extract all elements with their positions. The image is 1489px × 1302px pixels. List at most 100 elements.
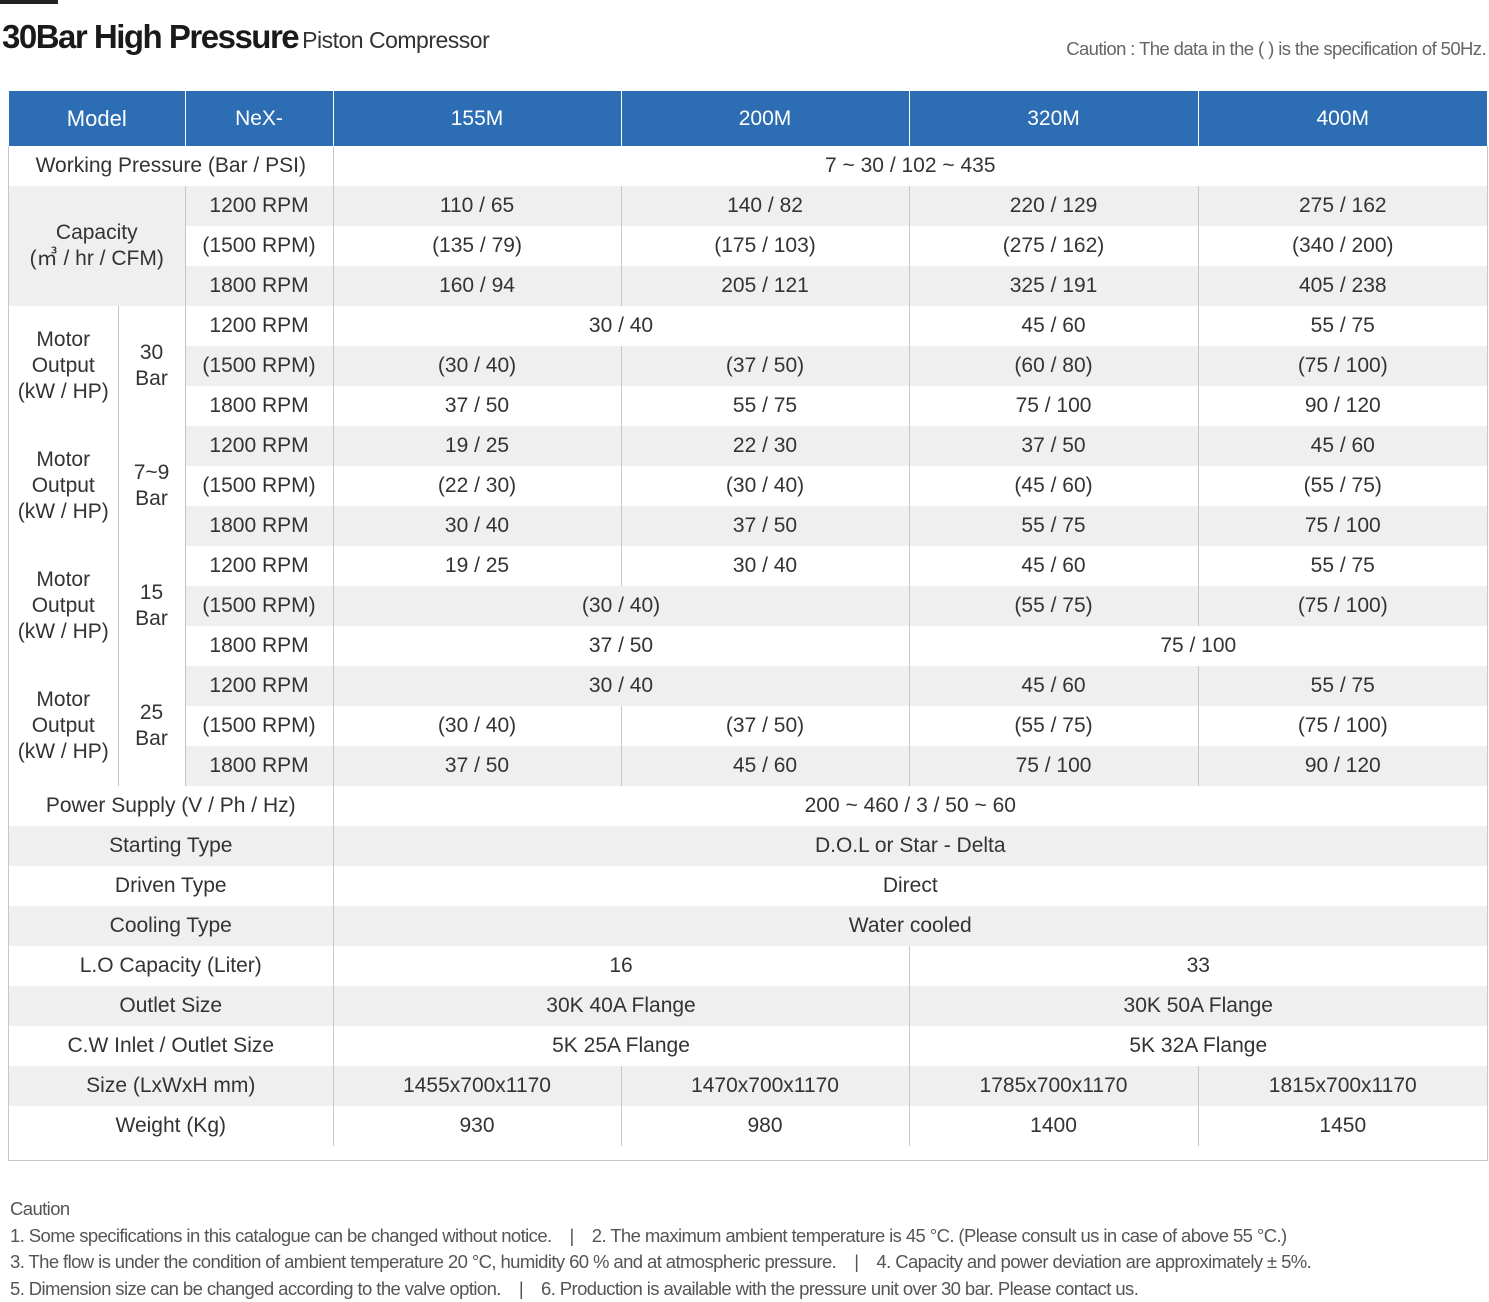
bar-label-value: 25 [140, 701, 163, 724]
table-cell: 45 / 60 [1198, 426, 1487, 466]
table-cell-merged: 75 / 100 [909, 626, 1487, 666]
table-row-motor25-1500: (1500 RPM) (30 / 40) (37 / 50) (55 / 75)… [9, 706, 1487, 746]
table-cell: 45 / 60 [909, 306, 1198, 346]
table-cell: 37 / 50 [909, 426, 1198, 466]
cell-starting-type: D.O.L or Star - Delta [333, 826, 1487, 866]
table-cell: 1785x700x1170 [909, 1066, 1198, 1106]
motor-label-line3: (kW / HP) [18, 740, 109, 763]
table-cell: (60 / 80) [909, 346, 1198, 386]
table-row-motor79-1500: (1500 RPM) (22 / 30) (30 / 40) (45 / 60)… [9, 466, 1487, 506]
note-6: 6. Production is available with the pres… [541, 1278, 1138, 1299]
caution-50hz-note: Caution : The data in the ( ) is the spe… [1066, 38, 1486, 60]
table-cell: 90 / 120 [1198, 746, 1487, 786]
bar-label-value: 7~9 [134, 461, 170, 484]
bar-label-30: 30 Bar [118, 306, 185, 426]
table-cell: (55 / 75) [1198, 466, 1487, 506]
cell-outlet-size-right: 30K 50A Flange [909, 986, 1487, 1026]
table-row-motor15-1800: 1800 RPM 37 / 50 75 / 100 [9, 626, 1487, 666]
table-cell: 75 / 100 [909, 386, 1198, 426]
note-1: 1. Some specifications in this catalogue… [10, 1225, 552, 1246]
table-row-motor15-1200: Motor Output (kW / HP) 15 Bar 1200 RPM 1… [9, 546, 1487, 586]
rpm-label: 1200 RPM [185, 666, 333, 706]
table-row-motor79-1800: 1800 RPM 30 / 40 37 / 50 55 / 75 75 / 10… [9, 506, 1487, 546]
motor-label-line3: (kW / HP) [18, 620, 109, 643]
bar-label-value: 30 [140, 341, 163, 364]
table-cell: 37 / 50 [333, 746, 621, 786]
table-cell: 1455x700x1170 [333, 1066, 621, 1106]
table-cell: 405 / 238 [1198, 266, 1487, 306]
table-cell: 220 / 129 [909, 186, 1198, 226]
capacity-label-line1: Capacity [56, 221, 138, 244]
rpm-label: 1200 RPM [185, 546, 333, 586]
header-model: Model [9, 91, 185, 146]
table-row-outlet-size: Outlet Size 30K 40A Flange 30K 50A Flang… [9, 986, 1487, 1026]
header-model-200m: 200M [621, 91, 909, 146]
rpm-label: 1200 RPM [185, 186, 333, 226]
rpm-label: 1800 RPM [185, 506, 333, 546]
table-row-driven-type: Driven Type Direct [9, 866, 1487, 906]
table-row-cooling-type: Cooling Type Water cooled [9, 906, 1487, 946]
cell-cw-size-left: 5K 25A Flange [333, 1026, 909, 1066]
table-cell: 980 [621, 1106, 909, 1146]
table-cell: 55 / 75 [1198, 306, 1487, 346]
page-title-main: 30Bar High Pressure [2, 18, 298, 55]
row-label-power-supply: Power Supply (V / Ph / Hz) [9, 786, 333, 826]
rpm-label: (1500 RPM) [185, 346, 333, 386]
table-cell: (340 / 200) [1198, 226, 1487, 266]
table-row-working-pressure: Working Pressure (Bar / PSI) 7 ~ 30 / 10… [9, 146, 1487, 186]
note-separator: | [519, 1278, 523, 1299]
bar-label-unit: Bar [135, 487, 168, 510]
table-cell: 1400 [909, 1106, 1198, 1146]
rpm-label: (1500 RPM) [185, 226, 333, 266]
table-row-motor30-1200: Motor Output (kW / HP) 30 Bar 1200 RPM 3… [9, 306, 1487, 346]
table-cell: 19 / 25 [333, 426, 621, 466]
table-row-motor25-1800: 1800 RPM 37 / 50 45 / 60 75 / 100 90 / 1… [9, 746, 1487, 786]
table-cell: 160 / 94 [333, 266, 621, 306]
bar-label-25: 25 Bar [118, 666, 185, 786]
row-label-motor-output: Motor Output (kW / HP) [9, 426, 118, 546]
motor-label-line2: Output [32, 474, 95, 497]
motor-label-line2: Output [32, 594, 95, 617]
motor-label-line1: Motor [36, 448, 90, 471]
motor-label-line1: Motor [36, 568, 90, 591]
table-row-power-supply: Power Supply (V / Ph / Hz) 200 ~ 460 / 3… [9, 786, 1487, 826]
cell-outlet-size-left: 30K 40A Flange [333, 986, 909, 1026]
rpm-label: 1800 RPM [185, 386, 333, 426]
table-cell: (135 / 79) [333, 226, 621, 266]
row-label-motor-output: Motor Output (kW / HP) [9, 306, 118, 426]
table-cell: (30 / 40) [621, 466, 909, 506]
note-separator: | [854, 1251, 858, 1272]
header-model-155m: 155M [333, 91, 621, 146]
rpm-label: 1800 RPM [185, 746, 333, 786]
table-cell: 55 / 75 [1198, 546, 1487, 586]
cell-cw-size-right: 5K 32A Flange [909, 1026, 1487, 1066]
bar-label-7-9: 7~9 Bar [118, 426, 185, 546]
motor-label-line1: Motor [36, 688, 90, 711]
motor-label-line2: Output [32, 354, 95, 377]
motor-label-line1: Motor [36, 328, 90, 351]
table-row-motor15-1500: (1500 RPM) (30 / 40) (55 / 75) (75 / 100… [9, 586, 1487, 626]
table-cell: 75 / 100 [909, 746, 1198, 786]
table-cell: 37 / 50 [621, 506, 909, 546]
page-title-sub: Piston Compressor [302, 27, 489, 53]
rpm-label: 1800 RPM [185, 266, 333, 306]
row-label-weight: Weight (Kg) [9, 1106, 333, 1146]
notes-line-3: 5. Dimension size can be changed accordi… [10, 1276, 1311, 1302]
table-cell: 55 / 75 [1198, 666, 1487, 706]
table-cell: 1470x700x1170 [621, 1066, 909, 1106]
header-model-400m: 400M [1198, 91, 1487, 146]
table-row-motor25-1200: Motor Output (kW / HP) 25 Bar 1200 RPM 3… [9, 666, 1487, 706]
table-cell: (37 / 50) [621, 706, 909, 746]
row-label-cooling-type: Cooling Type [9, 906, 333, 946]
spec-table: Model NeX- 155M 200M 320M 400M Working P… [9, 91, 1487, 1146]
table-cell: 275 / 162 [1198, 186, 1487, 226]
cell-cooling-type: Water cooled [333, 906, 1487, 946]
table-row-size: Size (LxWxH mm) 1455x700x1170 1470x700x1… [9, 1066, 1487, 1106]
table-row-motor30-1500: (1500 RPM) (30 / 40) (37 / 50) (60 / 80)… [9, 346, 1487, 386]
header-model-320m: 320M [909, 91, 1198, 146]
row-label-motor-output: Motor Output (kW / HP) [9, 666, 118, 786]
note-2: 2. The maximum ambient temperature is 45… [592, 1225, 1287, 1246]
table-cell: 1450 [1198, 1106, 1487, 1146]
title-accent-line [0, 0, 58, 4]
